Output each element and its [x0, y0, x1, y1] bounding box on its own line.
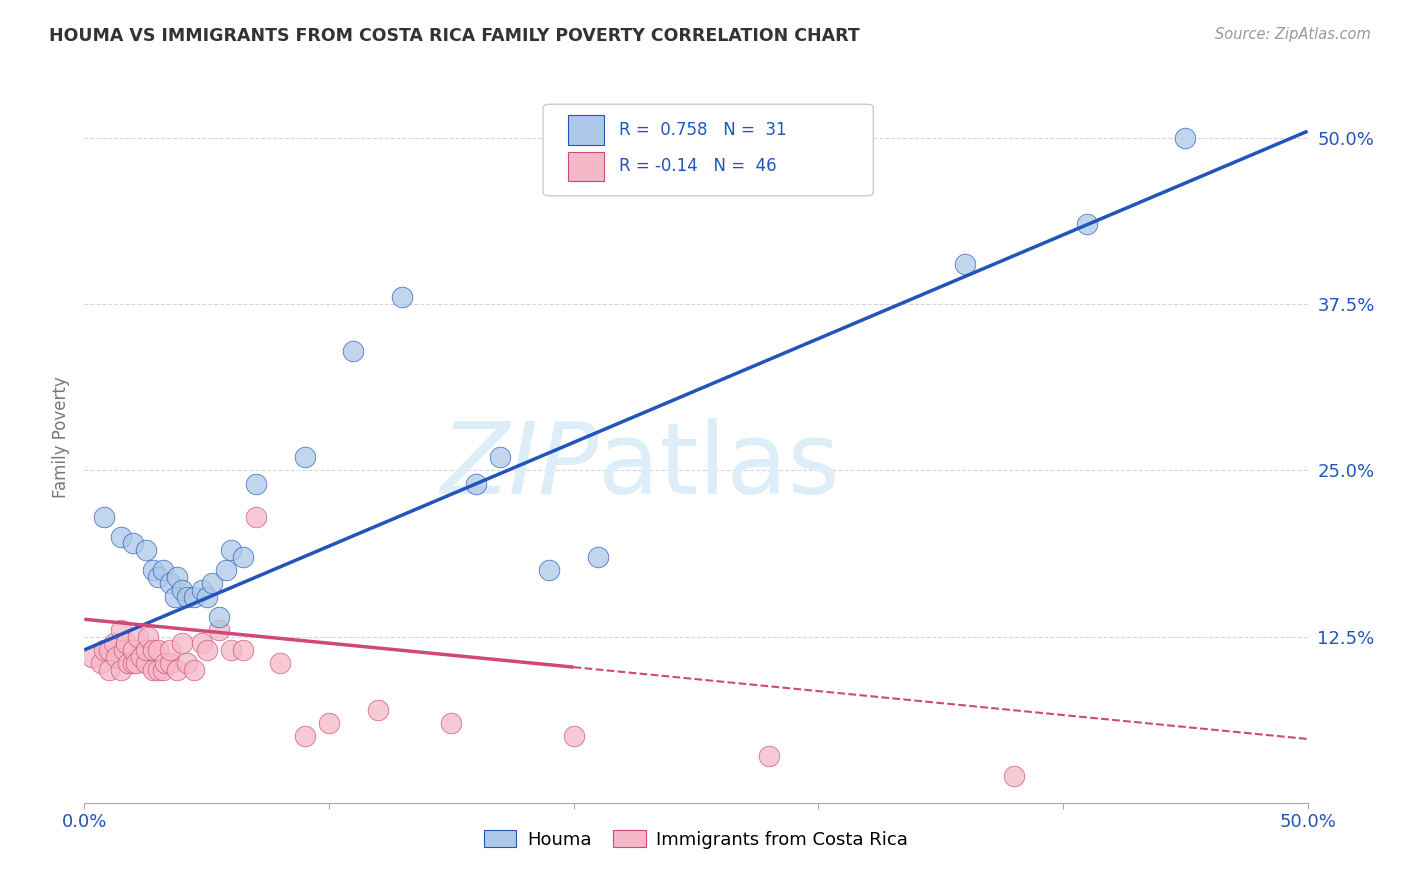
Point	[90, 656, 112, 670]
Point	[219, 543, 242, 558]
Point	[122, 656, 145, 670]
Point	[245, 476, 267, 491]
Point	[110, 530, 132, 544]
Point	[232, 549, 254, 564]
Point	[232, 643, 254, 657]
Point	[135, 543, 157, 558]
Point	[176, 656, 198, 670]
Point	[586, 549, 609, 564]
Point	[1002, 769, 1025, 783]
Point	[953, 257, 976, 271]
Point	[176, 590, 198, 604]
Point	[117, 656, 139, 670]
Point	[135, 656, 157, 670]
Y-axis label: Family Poverty: Family Poverty	[52, 376, 70, 498]
Point	[142, 563, 165, 577]
Point	[103, 636, 125, 650]
Point	[183, 590, 205, 604]
Text: atlas: atlas	[598, 417, 839, 515]
Point	[440, 716, 463, 731]
Point	[215, 563, 238, 577]
Point	[195, 643, 218, 657]
FancyBboxPatch shape	[568, 115, 605, 145]
Point	[127, 630, 149, 644]
Point	[129, 649, 152, 664]
Point	[342, 343, 364, 358]
FancyBboxPatch shape	[543, 104, 873, 195]
Point	[152, 663, 174, 677]
Point	[135, 643, 157, 657]
Point	[152, 563, 174, 577]
Point	[318, 716, 340, 731]
Text: HOUMA VS IMMIGRANTS FROM COSTA RICA FAMILY POVERTY CORRELATION CHART: HOUMA VS IMMIGRANTS FROM COSTA RICA FAMI…	[49, 27, 860, 45]
Point	[191, 636, 214, 650]
Point	[538, 563, 561, 577]
Point	[142, 663, 165, 677]
Point	[191, 582, 214, 597]
Legend: Houma, Immigrants from Costa Rica: Houma, Immigrants from Costa Rica	[477, 822, 915, 856]
Point	[758, 749, 780, 764]
Point	[1076, 217, 1098, 231]
Point	[115, 636, 138, 650]
FancyBboxPatch shape	[568, 152, 605, 181]
Point	[122, 536, 145, 550]
Point	[110, 663, 132, 677]
Point	[146, 643, 169, 657]
Point	[294, 729, 316, 743]
Point	[159, 576, 181, 591]
Point	[163, 590, 186, 604]
Point	[122, 643, 145, 657]
Point	[1174, 131, 1197, 145]
Point	[142, 643, 165, 657]
Point	[172, 636, 194, 650]
Text: R = -0.14   N =  46: R = -0.14 N = 46	[619, 158, 776, 176]
Point	[125, 656, 148, 670]
Point	[166, 663, 188, 677]
Point	[93, 509, 115, 524]
Point	[153, 656, 176, 670]
Point	[464, 476, 486, 491]
Point	[97, 643, 120, 657]
Text: ZIP: ZIP	[440, 417, 598, 515]
Point	[200, 576, 222, 591]
Point	[110, 623, 132, 637]
Point	[146, 570, 169, 584]
Point	[159, 643, 181, 657]
Point	[489, 450, 512, 464]
Point	[208, 623, 231, 637]
Point	[159, 656, 181, 670]
Point	[391, 290, 413, 304]
Point	[195, 590, 218, 604]
Point	[105, 649, 128, 664]
Point	[136, 630, 159, 644]
Text: R =  0.758   N =  31: R = 0.758 N = 31	[619, 121, 786, 139]
Point	[245, 509, 267, 524]
Point	[367, 703, 389, 717]
Point	[219, 643, 242, 657]
Point	[208, 609, 231, 624]
Point	[166, 570, 188, 584]
Point	[172, 582, 194, 597]
Point	[112, 643, 135, 657]
Point	[562, 729, 585, 743]
Point	[269, 656, 291, 670]
Point	[80, 649, 103, 664]
Point	[183, 663, 205, 677]
Point	[294, 450, 316, 464]
Point	[93, 643, 115, 657]
Point	[97, 663, 120, 677]
Text: Source: ZipAtlas.com: Source: ZipAtlas.com	[1215, 27, 1371, 42]
Point	[146, 663, 169, 677]
